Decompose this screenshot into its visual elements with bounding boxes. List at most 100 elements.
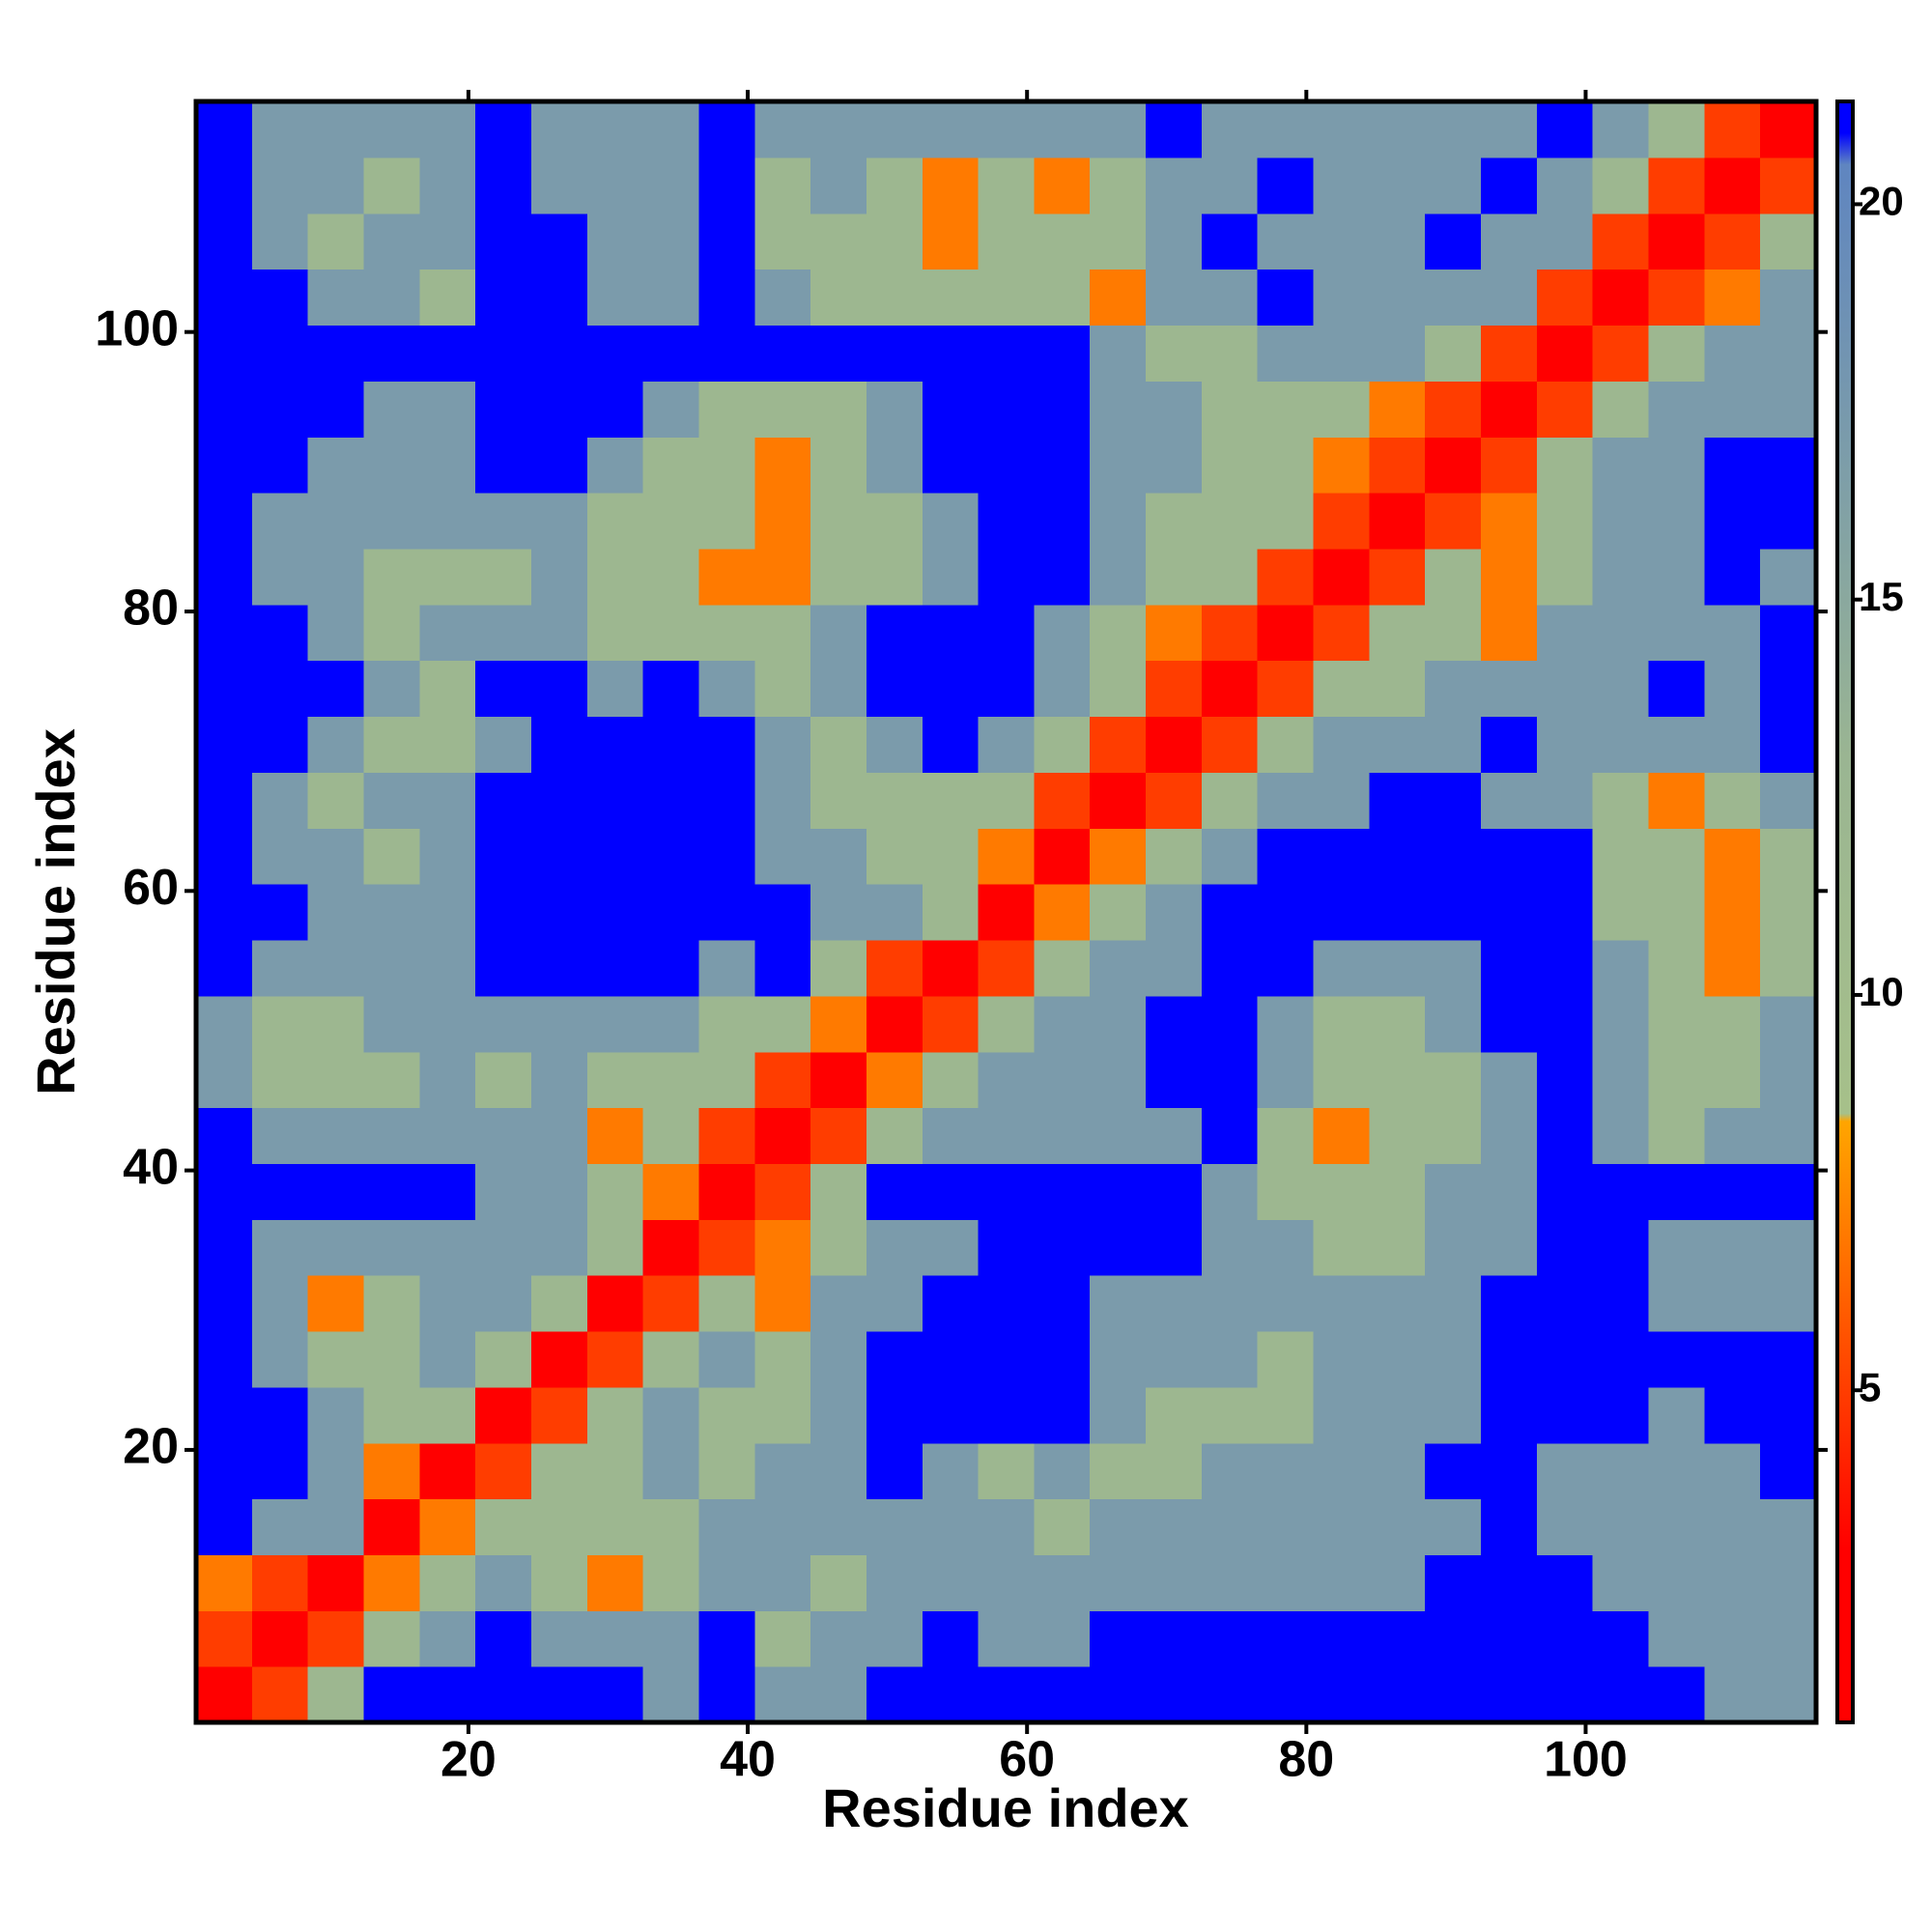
heatmap-cell [1481, 1219, 1538, 1276]
heatmap-cell [1481, 1330, 1538, 1388]
heatmap-cell [1313, 884, 1370, 941]
heatmap-cell [1648, 493, 1705, 550]
heatmap-cell [307, 493, 365, 550]
heatmap-cell [530, 325, 588, 382]
heatmap-cell [1201, 716, 1259, 773]
heatmap-cell [1090, 884, 1147, 941]
heatmap-cell [1592, 1330, 1650, 1388]
heatmap-cell [1146, 884, 1203, 941]
heatmap-cell [1090, 1163, 1147, 1220]
heatmap-cell [1536, 101, 1594, 158]
heatmap-cell [1481, 1107, 1538, 1164]
heatmap-cell [1592, 381, 1650, 438]
heatmap-cell [1425, 213, 1482, 270]
heatmap-cell [1369, 213, 1426, 270]
heatmap-cell [251, 213, 309, 270]
x-tick-label: 20 [440, 1732, 497, 1788]
heatmap-cell [922, 1275, 980, 1332]
heatmap-cell [866, 1610, 923, 1667]
heatmap-cell [810, 1219, 867, 1276]
heatmap-cell [1313, 1386, 1370, 1444]
heatmap-cell [1648, 381, 1705, 438]
heatmap-cell [1425, 1666, 1482, 1723]
heatmap-cell [363, 939, 420, 997]
heatmap-cell [1704, 939, 1761, 997]
heatmap-cell [978, 660, 1036, 718]
heatmap-cell [810, 437, 867, 494]
heatmap-cell [810, 1610, 867, 1667]
heatmap-cell [363, 269, 420, 327]
heatmap-cell [642, 493, 700, 550]
heatmap-cell [1313, 1051, 1370, 1109]
heatmap-cell [1425, 939, 1482, 997]
heatmap-cell [307, 1163, 365, 1220]
heatmap-cell [1313, 437, 1370, 494]
heatmap-cell [363, 1610, 420, 1667]
heatmap-cell [978, 1666, 1036, 1723]
heatmap-cell [1313, 1219, 1370, 1276]
heatmap-cell [1592, 772, 1650, 829]
heatmap-cell [1034, 1554, 1091, 1611]
heatmap-cell [866, 1051, 923, 1109]
heatmap-cell [1369, 660, 1426, 718]
heatmap-cell [1648, 1330, 1705, 1388]
heatmap-cell [530, 1442, 588, 1500]
heatmap-cell [1481, 772, 1538, 829]
heatmap-cell [1201, 828, 1259, 885]
heatmap-cell [1648, 995, 1705, 1053]
heatmap-cell [475, 1163, 532, 1220]
heatmap-cell [978, 1330, 1036, 1388]
heatmap-cell [754, 381, 811, 438]
heatmap-cell [586, 325, 644, 382]
heatmap-cell [866, 716, 923, 773]
heatmap-cell [642, 437, 700, 494]
heatmap-cell [1425, 716, 1482, 773]
heatmap-cell [698, 1666, 755, 1723]
heatmap-cell [1369, 772, 1426, 829]
heatmap-cell [922, 660, 980, 718]
heatmap-cell [1257, 884, 1315, 941]
heatmap-cell [1760, 325, 1817, 382]
heatmap-cell [196, 1498, 253, 1556]
heatmap-cell [196, 548, 253, 606]
heatmap-cell [698, 269, 755, 327]
heatmap-cell [1201, 437, 1259, 494]
heatmap-cell [530, 1610, 588, 1667]
heatmap-cell [530, 1554, 588, 1611]
heatmap-cell [1201, 1442, 1259, 1500]
heatmap-cell [419, 101, 476, 158]
heatmap-cell [363, 1498, 420, 1556]
heatmap-cell [642, 1107, 700, 1164]
heatmap-cell [1648, 548, 1705, 606]
heatmap-cell [1648, 1498, 1705, 1556]
heatmap-cell [1425, 884, 1482, 941]
heatmap-cell [978, 1051, 1036, 1109]
heatmap-cell [922, 884, 980, 941]
heatmap-cell [1201, 1386, 1259, 1444]
heatmap-cell [1090, 1386, 1147, 1444]
heatmap-cell [642, 1554, 700, 1611]
heatmap-cell [363, 1666, 420, 1723]
heatmap-cell [1146, 101, 1203, 158]
heatmap-cell [754, 1498, 811, 1556]
heatmap-cell [530, 493, 588, 550]
heatmap-cell [754, 1107, 811, 1164]
heatmap-cell [978, 493, 1036, 550]
heatmap-cell [419, 1330, 476, 1388]
heatmap-cell [1146, 939, 1203, 997]
heatmap-cell [419, 325, 476, 382]
heatmap-cells [196, 101, 1817, 1723]
heatmap-cell [754, 1051, 811, 1109]
heatmap-cell [363, 156, 420, 214]
heatmap-cell [1592, 493, 1650, 550]
heatmap-cell [586, 772, 644, 829]
heatmap-cell [866, 1330, 923, 1388]
heatmap-cell [642, 1219, 700, 1276]
heatmap-cell [1592, 1107, 1650, 1164]
heatmap-cell [1090, 1666, 1147, 1723]
heatmap-cell [754, 772, 811, 829]
heatmap-cell [1369, 1107, 1426, 1164]
heatmap-cell [1704, 381, 1761, 438]
heatmap-cell [1760, 213, 1817, 270]
heatmap-cell [1090, 1330, 1147, 1388]
